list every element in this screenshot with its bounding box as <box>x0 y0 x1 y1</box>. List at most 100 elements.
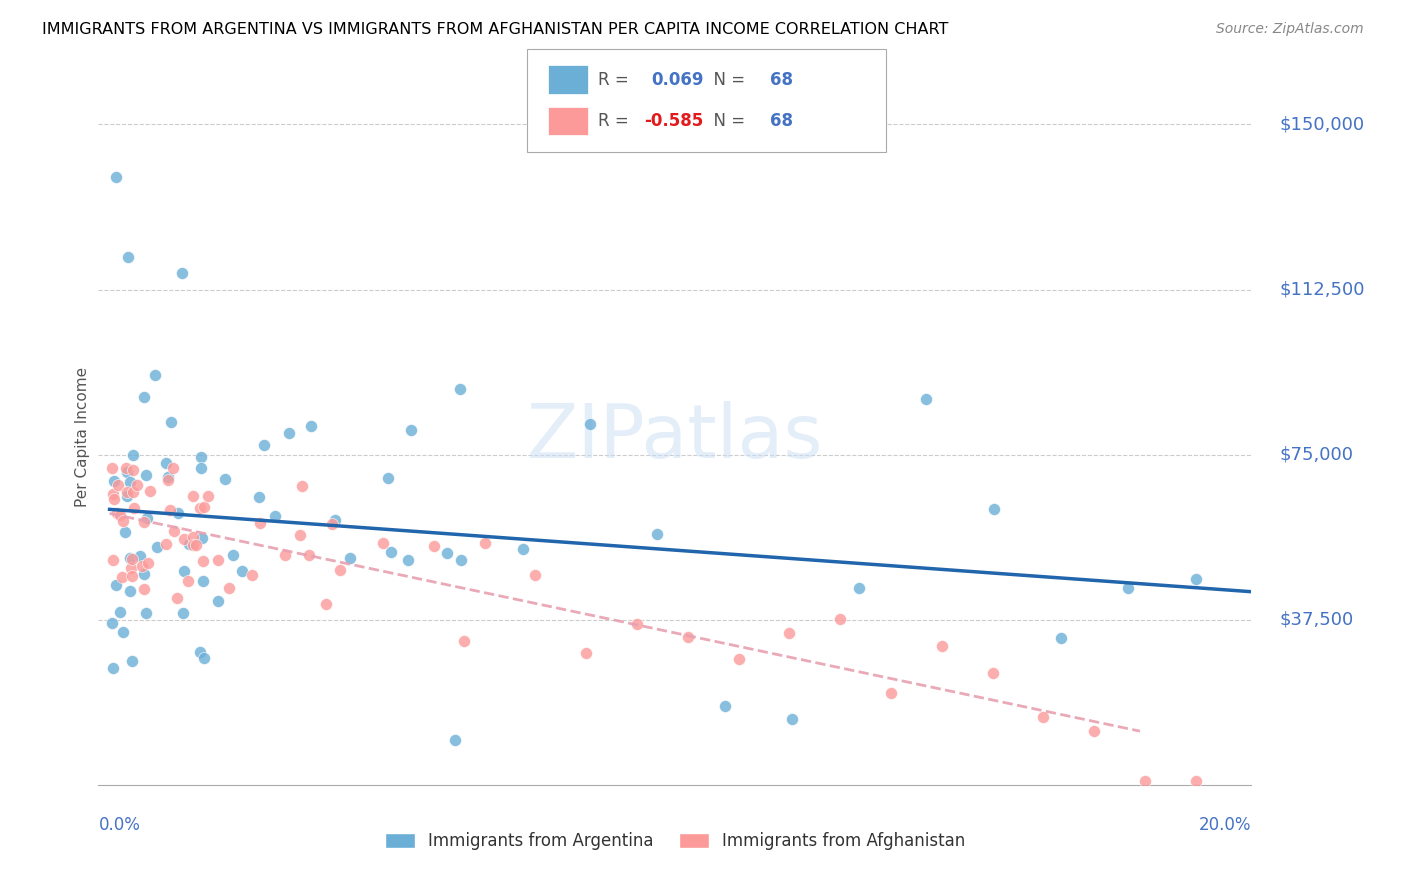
Text: ZIPatlas: ZIPatlas <box>527 401 823 474</box>
Point <box>162 461 184 475</box>
Point <box>830 612 852 626</box>
Point <box>190 450 212 464</box>
Point <box>981 665 1004 680</box>
Point <box>288 528 311 542</box>
Point <box>778 625 800 640</box>
Legend: Immigrants from Argentina, Immigrants from Afghanistan: Immigrants from Argentina, Immigrants fr… <box>378 825 972 856</box>
Point <box>172 606 194 620</box>
Point <box>377 471 399 485</box>
Point <box>114 461 136 475</box>
Point <box>249 516 271 530</box>
Point <box>190 531 212 545</box>
Point <box>193 650 215 665</box>
Point <box>134 515 156 529</box>
Point <box>136 556 159 570</box>
Point <box>915 392 938 407</box>
Point <box>136 510 159 524</box>
Point <box>135 468 157 483</box>
Text: R =: R = <box>598 70 634 88</box>
Point <box>121 485 143 500</box>
Text: $37,500: $37,500 <box>1279 611 1354 629</box>
Point <box>155 537 177 551</box>
Point <box>108 508 131 523</box>
Point <box>1083 723 1105 738</box>
Point <box>120 560 142 574</box>
Point <box>131 559 153 574</box>
Y-axis label: Per Capita Income: Per Capita Income <box>75 367 90 508</box>
Point <box>1050 631 1073 645</box>
Point <box>170 266 193 280</box>
Point <box>173 532 195 546</box>
Point <box>125 478 148 492</box>
Point <box>339 550 361 565</box>
Point <box>124 500 146 515</box>
Point <box>177 574 200 588</box>
Point <box>1184 572 1206 586</box>
Point <box>159 503 181 517</box>
Point <box>101 487 124 501</box>
Point <box>626 617 648 632</box>
Point <box>121 655 143 669</box>
Point <box>118 475 141 489</box>
Point <box>134 582 156 596</box>
Point <box>512 542 534 557</box>
Point <box>101 461 124 475</box>
Point <box>104 578 127 592</box>
Point <box>231 565 253 579</box>
Point <box>105 170 128 185</box>
Point <box>121 552 143 566</box>
Point <box>983 502 1005 516</box>
Point <box>207 553 229 567</box>
Point <box>107 506 129 520</box>
Point <box>1184 773 1206 788</box>
Point <box>191 554 214 568</box>
Point <box>931 640 953 654</box>
Point <box>676 631 699 645</box>
Point <box>449 382 471 396</box>
Text: $112,500: $112,500 <box>1279 281 1365 299</box>
Point <box>222 548 245 562</box>
Point <box>122 448 145 462</box>
Point <box>264 508 287 523</box>
Point <box>184 538 207 552</box>
Point <box>274 549 297 563</box>
Point <box>155 457 177 471</box>
Point <box>183 531 205 545</box>
Point <box>848 581 870 595</box>
Point <box>163 524 186 538</box>
Point <box>380 545 402 559</box>
Point <box>145 540 167 554</box>
Text: IMMIGRANTS FROM ARGENTINA VS IMMIGRANTS FROM AFGHANISTAN PER CAPITA INCOME CORRE: IMMIGRANTS FROM ARGENTINA VS IMMIGRANTS … <box>42 22 949 37</box>
Text: $150,000: $150,000 <box>1279 115 1365 134</box>
Point <box>713 698 735 713</box>
Text: R =: R = <box>598 112 634 130</box>
Point <box>524 568 547 582</box>
Point <box>321 516 343 531</box>
Point <box>240 567 263 582</box>
Point <box>101 615 124 630</box>
Point <box>190 460 212 475</box>
Text: $75,000: $75,000 <box>1279 446 1354 464</box>
Text: 68: 68 <box>770 112 793 130</box>
Point <box>299 419 322 434</box>
Point <box>329 562 352 576</box>
Point <box>111 624 134 639</box>
Text: Source: ZipAtlas.com: Source: ZipAtlas.com <box>1216 22 1364 37</box>
Point <box>188 501 211 516</box>
Point <box>277 425 299 440</box>
Point <box>214 472 236 486</box>
Point <box>197 490 219 504</box>
Point <box>128 549 150 563</box>
Text: -0.585: -0.585 <box>644 112 703 130</box>
Point <box>167 506 190 520</box>
Point <box>1118 581 1140 595</box>
Point <box>401 423 423 437</box>
Point <box>107 478 129 492</box>
Text: 20.0%: 20.0% <box>1199 816 1251 834</box>
Point <box>315 597 337 611</box>
Point <box>396 553 419 567</box>
Point <box>156 474 179 488</box>
Point <box>247 490 270 504</box>
Point <box>727 652 749 666</box>
Point <box>193 574 215 589</box>
